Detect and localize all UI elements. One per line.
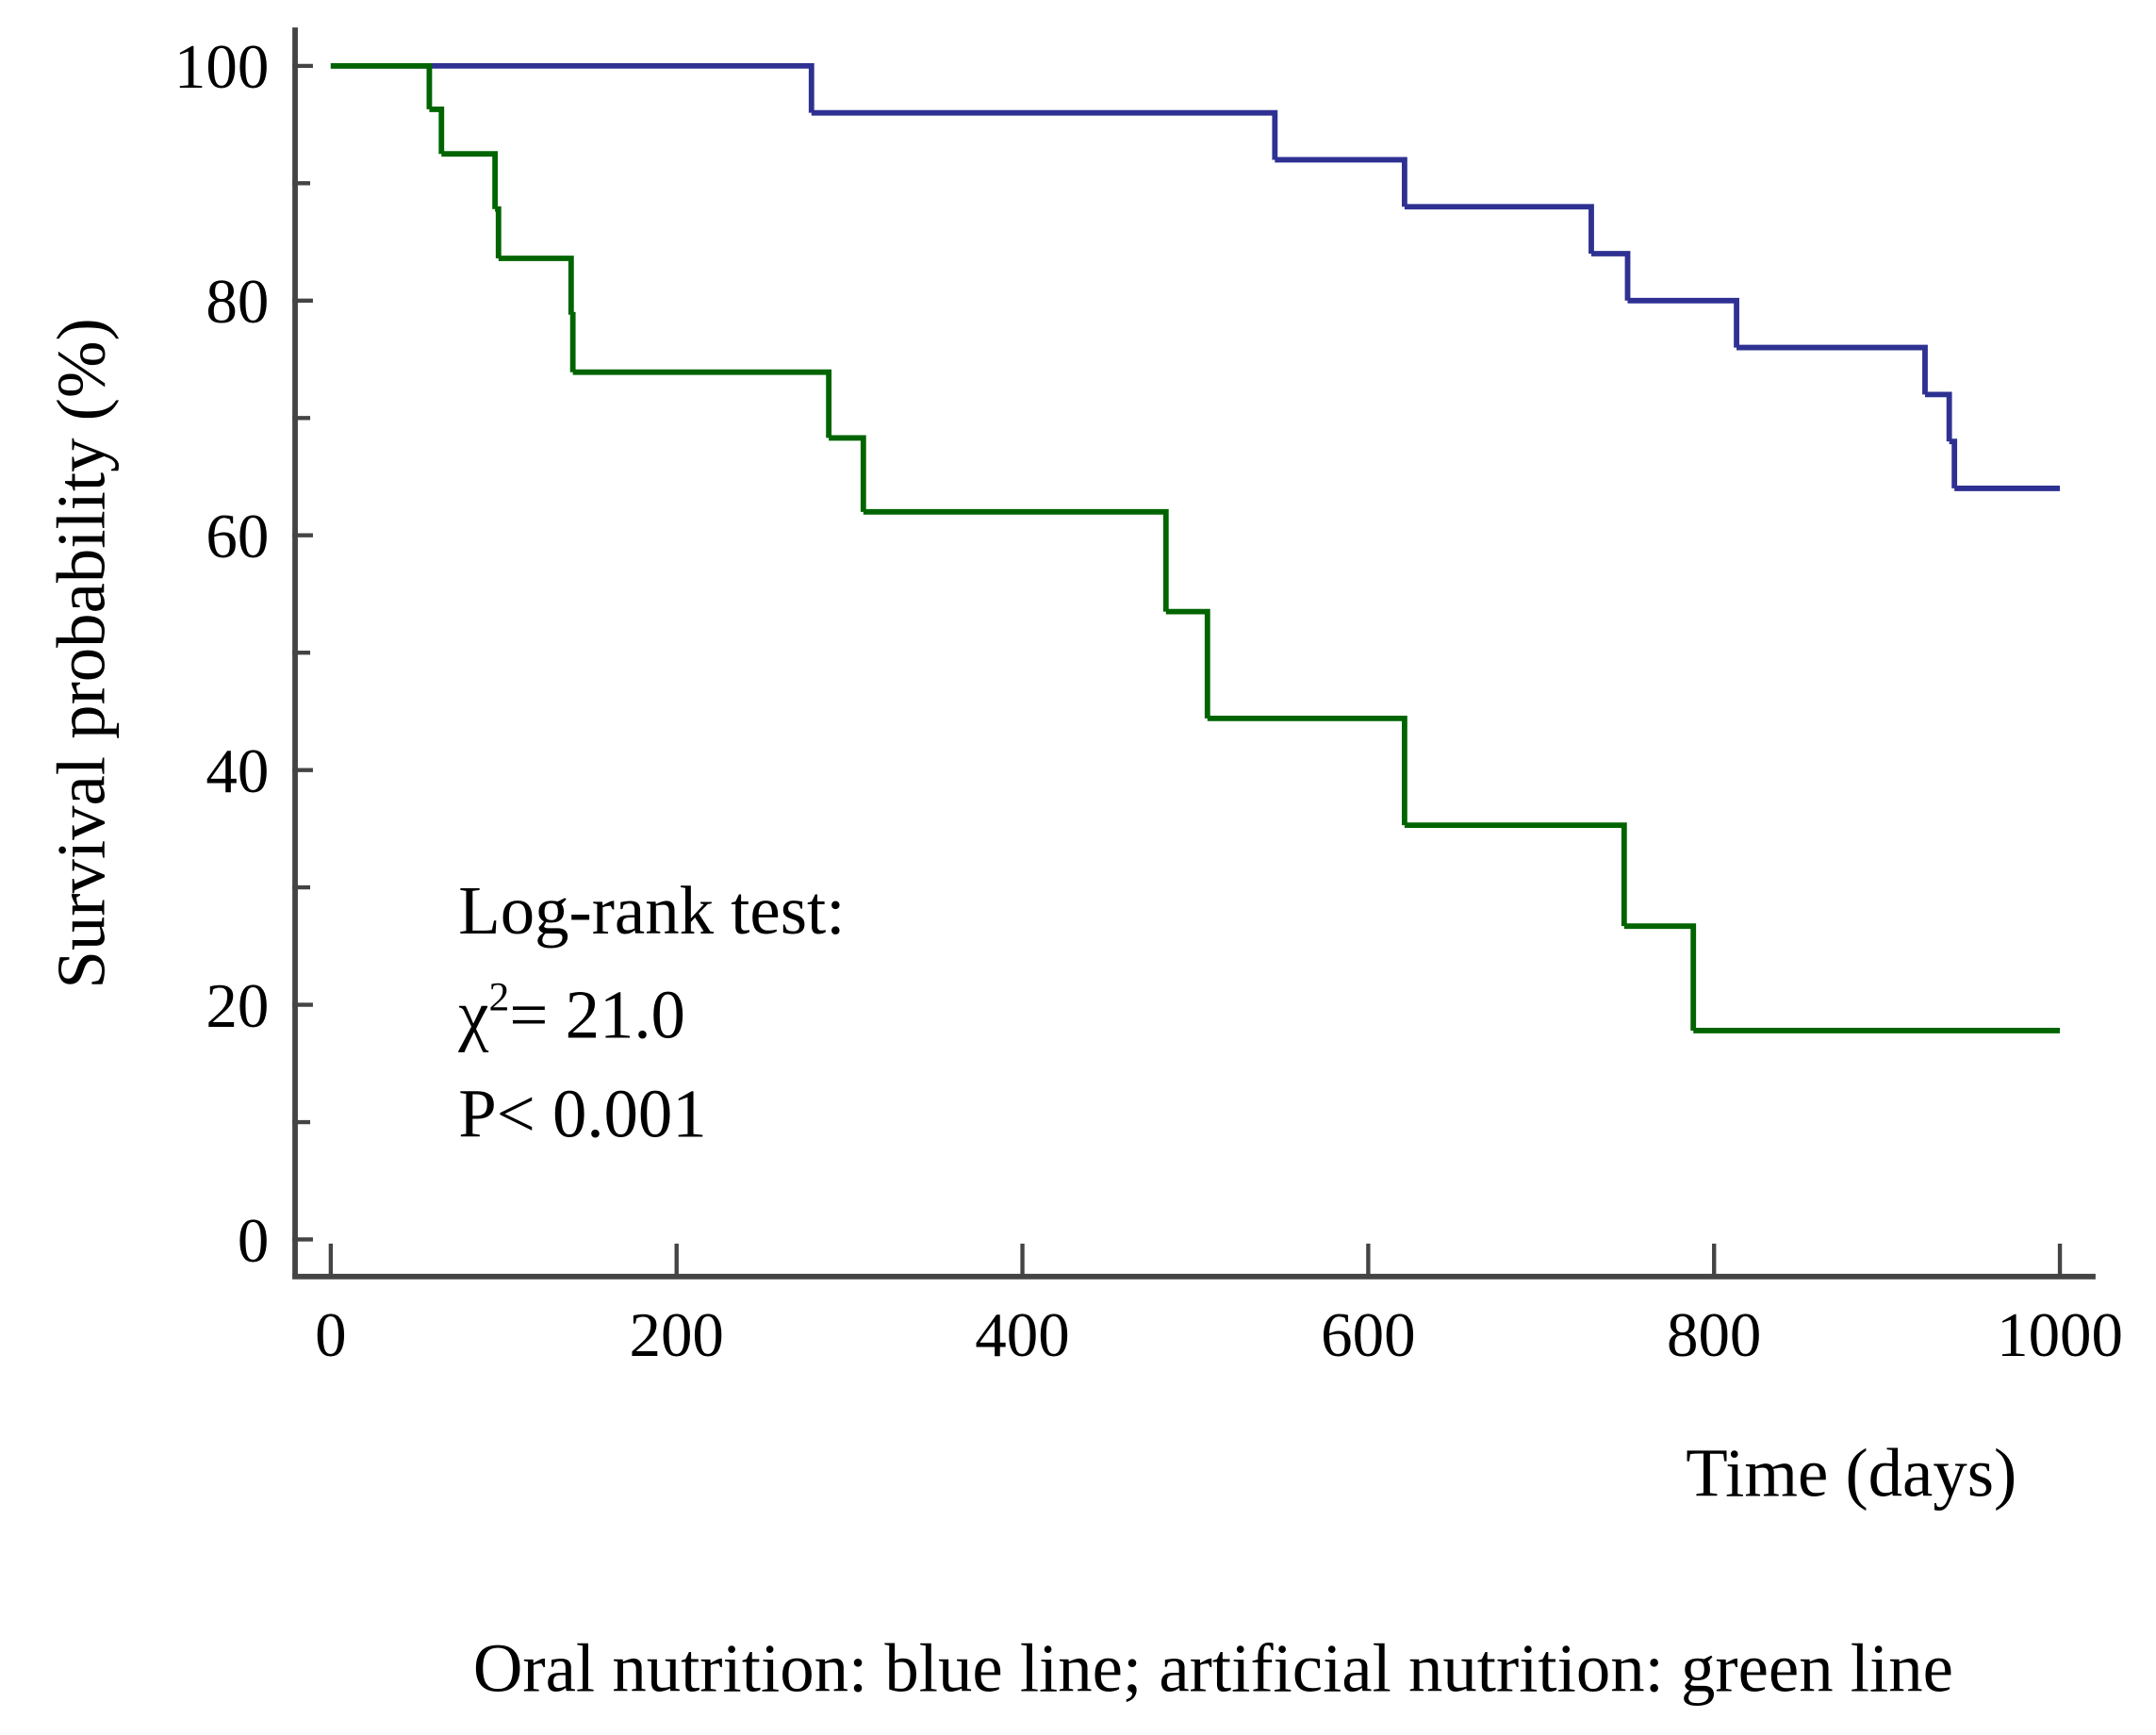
x-tick-label: 200: [629, 1300, 723, 1370]
survival-step: [330, 62, 433, 109]
y-tick-label: 0: [238, 1206, 269, 1276]
survival-step: [569, 311, 576, 372]
survival-step: [863, 508, 1169, 612]
survival-step: [1924, 391, 1952, 442]
survival-step: [498, 256, 574, 315]
x-tick-label: 1000: [1997, 1300, 2123, 1370]
survival-step: [1165, 608, 1210, 719]
survival-step: [811, 109, 1278, 160]
x-tick-label: 0: [315, 1300, 346, 1370]
annotation-p: P< 0.001: [458, 1075, 706, 1151]
y-tick-label: 20: [206, 971, 269, 1041]
y-tick-label: 60: [206, 502, 269, 571]
survival-step: [1949, 438, 1958, 488]
survival-step: [1627, 297, 1739, 348]
survival-step: [1275, 157, 1407, 207]
annotation-chi: χ2= 21.0: [457, 974, 685, 1052]
chi-exponent: 2: [489, 974, 510, 1019]
x-tick-label: 800: [1667, 1300, 1761, 1370]
y-tick-label: 100: [174, 32, 269, 102]
x-axis-title: Time (days): [1686, 1435, 2016, 1512]
caption: Oral nutrition: blue line; artificial nu…: [473, 1629, 1953, 1706]
chi-symbol: χ: [457, 977, 488, 1053]
survival-step: [1590, 251, 1631, 301]
x-tick-label: 400: [975, 1300, 1069, 1370]
survival-step: [330, 62, 815, 113]
survival-step: [441, 151, 499, 209]
annotation-title: Log-rank test:: [458, 872, 845, 949]
x-tick-label: 600: [1321, 1300, 1415, 1370]
chi-value: = 21.0: [509, 977, 685, 1053]
survival-step: [1207, 715, 1407, 826]
survival-step: [1736, 344, 1928, 395]
y-axis-title: Survival probability (%): [43, 318, 120, 988]
y-tick-label: 40: [206, 736, 269, 806]
survival-step: [429, 107, 445, 155]
survival-step: [572, 369, 832, 438]
survival-step: [829, 435, 866, 512]
survival-step: [1404, 822, 1627, 927]
y-tick-label: 80: [206, 267, 269, 337]
survival-step: [1404, 204, 1594, 255]
survival-step: [1623, 923, 1697, 1031]
survival-step: [495, 206, 502, 258]
